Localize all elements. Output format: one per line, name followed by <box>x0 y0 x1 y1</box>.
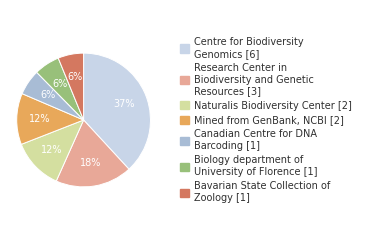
Text: 18%: 18% <box>80 158 101 168</box>
Text: 37%: 37% <box>113 99 135 109</box>
Text: 6%: 6% <box>40 90 55 101</box>
Wedge shape <box>58 53 84 120</box>
Text: 6%: 6% <box>52 79 67 89</box>
Wedge shape <box>21 120 84 181</box>
Wedge shape <box>22 72 84 120</box>
Wedge shape <box>37 58 84 120</box>
Text: 6%: 6% <box>68 72 83 82</box>
Text: 12%: 12% <box>41 145 63 155</box>
Wedge shape <box>84 53 150 169</box>
Wedge shape <box>17 94 84 144</box>
Wedge shape <box>56 120 129 187</box>
Legend: Centre for Biodiversity
Genomics [6], Research Center in
Biodiversity and Geneti: Centre for Biodiversity Genomics [6], Re… <box>180 37 352 203</box>
Text: 12%: 12% <box>29 114 51 124</box>
